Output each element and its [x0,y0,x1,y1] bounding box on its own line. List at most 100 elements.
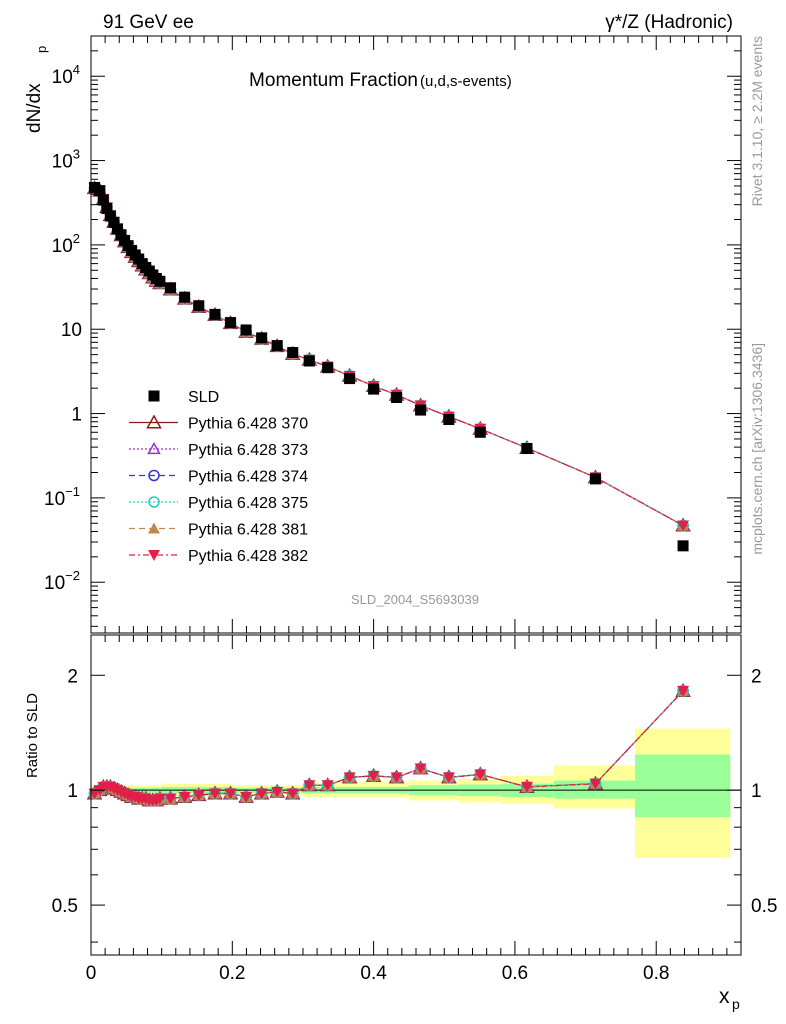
y-tick-label: 10−1 [44,484,80,510]
ratio-y-tick-label-right: 1 [751,781,762,802]
data-point-sld [474,426,486,438]
ratio-point-6 [677,685,690,697]
plot-title: Momentum Fraction [249,70,418,91]
ratio-point-6 [164,793,177,805]
legend-label: Pythia 6.428 381 [188,522,308,539]
ratio-point-6 [286,788,299,800]
ratio-line-6 [94,690,684,802]
y-tick-label: 103 [52,147,80,173]
legend-marker-4 [148,496,160,508]
x-tick-label: 0.2 [219,963,245,984]
data-point-sld [344,373,356,385]
plot-subtitle: (u,d,s-events) [420,73,512,90]
data-point-sld [271,340,283,352]
y-tick-label: 104 [52,62,80,88]
data-point-sld [154,275,166,287]
legend-label: Pythia 6.428 382 [188,548,308,565]
ratio-point-6 [192,790,205,802]
ratio-point-6 [367,770,380,782]
legend-label: Pythia 6.428 370 [188,416,308,433]
data-point-sld [322,362,334,374]
legend-marker-3 [148,469,160,482]
ratio-point-6 [343,772,356,784]
ratio-y-tick-label-left: 0.5 [52,896,78,917]
data-point-sld [240,324,252,336]
ratio-point-6 [589,778,602,790]
x-tick-label: 0.4 [360,963,387,984]
data-point-sld [111,223,123,235]
legend-label: SLD [188,389,219,406]
ratio-point-6 [153,793,166,805]
mcplots-label: mcplots.cern.ch [arXiv:1306.3436] [749,343,765,555]
data-point-sld [415,404,427,416]
legend-label: Pythia 6.428 375 [188,495,308,512]
legend-marker-6 [148,550,160,561]
ratio-point-6 [208,788,221,800]
data-point-sld [179,291,191,303]
main-data-layer [86,180,691,552]
ratio-point-6 [240,791,253,803]
y-tick-label: 1 [71,405,82,426]
rivet-version-label: Rivet 3.1.10, ≥ 2.2M events [749,36,765,206]
y-axis-label-subscript: p [34,46,49,53]
y-tick-label: 102 [52,231,80,257]
data-point-sld [101,203,113,215]
x-axis-label-subscript: p [732,996,740,1012]
data-point-sld [115,229,127,241]
y-tick-label: 10−2 [44,568,80,594]
legend-marker-sld [148,390,160,402]
legend: SLD Pythia 6.428 370 Pythia 6.428 373 Pythi… [129,389,308,565]
y-tick-label: 10 [61,320,82,341]
data-point-sld [104,210,116,222]
legend-marker-1 [146,414,162,429]
legend-label: Pythia 6.428 374 [188,469,308,486]
x-axis-label: x [719,985,730,1008]
data-point-sld [108,216,120,228]
x-tick-label: 0.8 [643,963,669,984]
data-point-sld [97,194,109,206]
data-point-sld [677,540,689,552]
ratio-y-axis-label: Ratio to SLD [24,693,41,778]
data-point-sld [521,443,533,455]
ratio-point-6 [390,772,403,784]
x-tick-label: 0 [86,963,97,984]
header-left: 91 GeV ee [103,12,194,33]
y-axis-label-text: dN/dx [24,83,45,133]
legend-label: Pythia 6.428 373 [188,442,308,459]
ratio-point-6 [321,780,334,792]
legend-marker-5 [148,522,160,534]
ratio-point-6 [224,788,237,800]
ratio-point-6 [303,780,316,792]
legend-marker-2 [147,441,161,455]
ratio-point-6 [474,769,487,781]
ratio-point-6 [178,791,191,803]
ratio-point-6 [520,781,533,793]
data-point-sld [193,300,205,312]
main-y-axis-label: dN/dx p [24,46,49,133]
data-point-sld [443,414,455,426]
ratio-plot-panel: 0 0.2 0.4 0.6 0.8 0.5 0.5 1 1 2 2 Ratio to SLD x p [24,634,777,1012]
uncertainty-band-inner [635,754,731,818]
data-point-sld [256,332,268,344]
series-point-6 [677,520,690,532]
data-point-sld [303,355,315,367]
data-point-sld [225,317,237,329]
data-point-sld [164,282,176,294]
data-point-sld [287,346,299,358]
x-tick-label: 0.6 [502,963,528,984]
header-right: γ*/Z (Hadronic) [605,12,733,33]
ratio-point-6 [414,763,427,775]
ratio-y-tick-label-left: 1 [67,781,78,802]
ratio-y-tick-label-right: 2 [751,666,762,687]
ratio-y-tick-label-right: 0.5 [751,896,777,917]
ratio-point-6 [255,788,268,800]
data-point-sld [209,308,221,320]
ratio-data-layer [86,682,691,807]
ratio-point-6 [442,772,455,784]
data-point-sld [391,392,403,404]
data-point-sld [368,383,380,395]
analysis-watermark: SLD_2004_S5693039 [351,592,479,607]
